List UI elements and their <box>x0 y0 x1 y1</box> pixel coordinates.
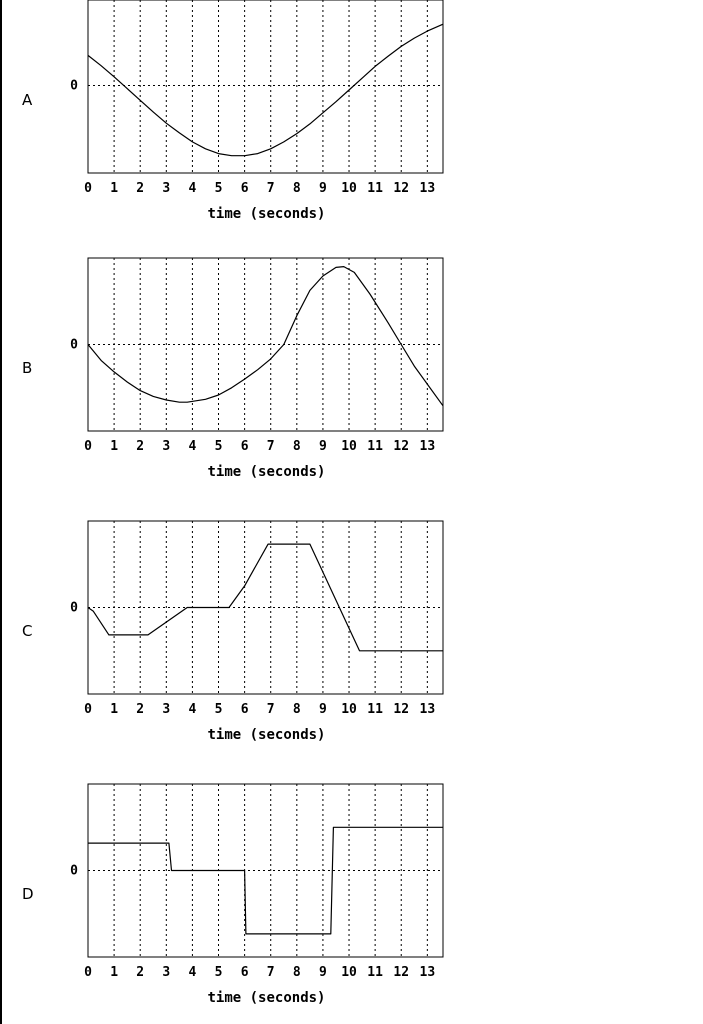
x-tick-label: 4 <box>188 965 196 980</box>
x-tick-label: 12 <box>393 439 409 454</box>
x-tick-label: 11 <box>367 439 383 454</box>
x-tick-label: 8 <box>293 181 301 196</box>
x-tick-label: 8 <box>293 439 301 454</box>
x-tick-label: 11 <box>367 965 383 980</box>
x-tick-label: 2 <box>136 965 144 980</box>
x-tick-label: 10 <box>341 181 357 196</box>
series-line <box>88 826 443 935</box>
x-tick-label: 12 <box>393 702 409 717</box>
x-tick-label: 8 <box>293 965 301 980</box>
x-tick-label: 9 <box>319 181 327 196</box>
x-tick-label: 2 <box>136 702 144 717</box>
x-tick-label: 12 <box>393 965 409 980</box>
x-tick-label: 0 <box>84 965 92 980</box>
x-tick-label: 4 <box>188 181 196 196</box>
x-tick-label: 10 <box>341 965 357 980</box>
x-tick-label: 13 <box>420 702 436 717</box>
panel-label: C <box>22 622 33 640</box>
panel-label: B <box>22 359 33 377</box>
x-tick-label: 9 <box>319 702 327 717</box>
panel-label: A <box>22 91 33 109</box>
x-tick-label: 1 <box>110 702 118 717</box>
x-tick-label: 7 <box>267 181 275 196</box>
x-tick-label: 3 <box>162 181 170 196</box>
x-tick-label: 3 <box>162 702 170 717</box>
x-tick-label: 9 <box>319 439 327 454</box>
series-line <box>87 23 444 157</box>
x-tick-label: 8 <box>293 702 301 717</box>
x-tick-label: 10 <box>341 702 357 717</box>
panel-label: D <box>22 885 34 903</box>
x-tick-label: 11 <box>367 702 383 717</box>
y-tick-label: 0 <box>70 601 78 616</box>
y-tick-label: 0 <box>70 338 78 353</box>
x-tick-label: 6 <box>241 702 249 717</box>
x-tick-label: 7 <box>267 439 275 454</box>
x-tick-label: 3 <box>162 965 170 980</box>
x-tick-label: 13 <box>420 965 436 980</box>
x-tick-label: 10 <box>341 439 357 454</box>
x-tick-label: 13 <box>420 439 436 454</box>
x-tick-label: 1 <box>110 439 118 454</box>
x-axis-title: time (seconds) <box>207 990 325 1006</box>
x-tick-label: 4 <box>188 702 196 717</box>
x-tick-label: 0 <box>84 702 92 717</box>
series-line <box>87 266 444 407</box>
plot-frame <box>87 0 444 174</box>
x-tick-label: 1 <box>110 181 118 196</box>
x-tick-label: 0 <box>84 181 92 196</box>
x-tick-label: 6 <box>241 965 249 980</box>
chart-panel-d: D 0 1 2 3 4 5 6 7 8 9 10 11 12 13 0 time (seconds) <box>2 778 462 1018</box>
x-tick-label: 2 <box>136 439 144 454</box>
x-tick-label: 2 <box>136 181 144 196</box>
x-tick-label: 6 <box>241 439 249 454</box>
x-tick-label: 12 <box>393 181 409 196</box>
chart-panel-c: C 0 1 2 3 4 5 6 7 8 9 10 11 12 13 0 time (seconds) <box>2 515 462 755</box>
y-tick-label: 0 <box>70 864 78 879</box>
x-tick-label: 1 <box>110 965 118 980</box>
x-tick-label: 11 <box>367 181 383 196</box>
x-tick-label: 5 <box>215 965 223 980</box>
x-axis-title: time (seconds) <box>207 464 325 480</box>
x-tick-label: 5 <box>215 702 223 717</box>
series-line <box>87 543 443 652</box>
x-tick-label: 5 <box>215 439 223 454</box>
x-axis-title: time (seconds) <box>207 206 325 222</box>
x-tick-label: 9 <box>319 965 327 980</box>
x-axis-title: time (seconds) <box>207 727 325 743</box>
chart-panel-a: A 0 1 2 3 4 5 6 7 8 9 10 11 12 13 0 time (seconds) <box>2 0 462 234</box>
x-tick-label: 3 <box>162 439 170 454</box>
x-tick-label: 4 <box>188 439 196 454</box>
y-tick-label: 0 <box>70 79 78 94</box>
x-tick-label: 5 <box>215 181 223 196</box>
chart-panel-b: B 0 1 2 3 4 5 6 7 8 9 10 11 12 13 0 time (seconds) <box>2 252 462 492</box>
x-tick-label: 6 <box>241 181 249 196</box>
x-tick-label: 13 <box>420 181 436 196</box>
x-tick-label: 7 <box>267 965 275 980</box>
x-tick-label: 7 <box>267 702 275 717</box>
x-tick-label: 0 <box>84 439 92 454</box>
